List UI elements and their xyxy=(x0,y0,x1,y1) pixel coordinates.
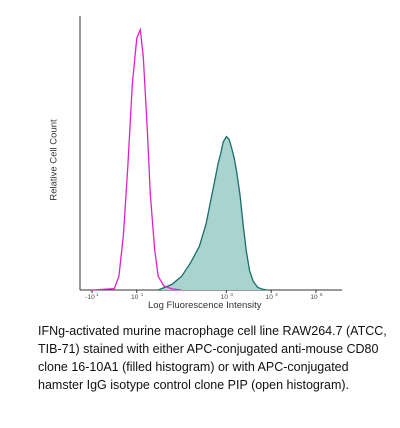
caption-line-4: hamster IgG isotype control clone PIP (o… xyxy=(38,378,350,392)
caption-line-1: IFNg-activated murine macrophage cell li… xyxy=(38,324,387,338)
x-tick-label-2: 10 xyxy=(221,294,229,301)
x-tick-exponent-0: 1 xyxy=(96,292,99,297)
figure-caption: IFNg-activated murine macrophage cell li… xyxy=(38,322,390,394)
x-tick-label-0: -10 xyxy=(85,294,95,301)
open-histogram-line xyxy=(91,27,182,291)
y-axis-label: Relative Cell Count xyxy=(48,119,60,201)
x-tick-exponent-1: 1 xyxy=(141,292,144,297)
x-tick-exponent-2: 3 xyxy=(230,292,233,297)
caption-line-2: TIB-71) stained with either APC-conjugat… xyxy=(38,342,379,356)
x-tick-label-3: 10 xyxy=(266,294,274,301)
x-tick-label-4: 10 xyxy=(310,294,318,301)
filled-histogram-outline xyxy=(157,135,268,291)
filled-histogram-area xyxy=(158,136,267,290)
x-tick-label-1: 10 xyxy=(131,294,139,301)
x-axis-label: Log Fluorescence Intensity xyxy=(148,300,262,311)
x-tick-exponent-3: 4 xyxy=(275,292,278,297)
x-tick-exponent-4: 5 xyxy=(320,292,323,297)
caption-line-3: clone 16-10A1 (filled histogram) or with… xyxy=(38,360,349,374)
